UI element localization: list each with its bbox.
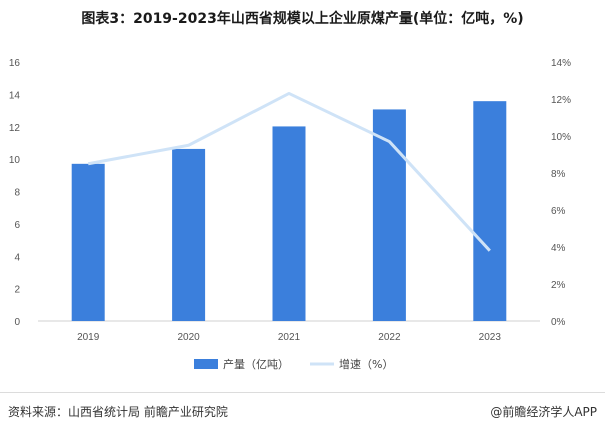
- chart-title: 图表3：2019-2023年山西省规模以上企业原煤产量(单位：亿吨，%): [81, 11, 524, 27]
- x-tick-label: 2021: [278, 332, 301, 343]
- x-tick-label: 2022: [378, 332, 401, 343]
- y-left-tick-label: 2: [14, 285, 20, 296]
- y-right-tick-label: 0%: [551, 317, 566, 328]
- y-right-tick-label: 10%: [551, 132, 571, 143]
- y-left-tick-label: 14: [9, 90, 21, 101]
- x-tick-label: 2023: [479, 332, 502, 343]
- growth-line: [87, 91, 491, 252]
- y-right-tick-label: 6%: [551, 206, 566, 217]
- x-tick-label: 2019: [77, 332, 100, 343]
- y-left-tick-label: 8: [14, 188, 20, 199]
- bar: [172, 148, 206, 321]
- brand-label: @前瞻经济学人APP: [490, 405, 597, 419]
- y-right-tick-label: 14%: [551, 58, 571, 69]
- y-left-tick-label: 4: [14, 252, 20, 263]
- y-left-tick-label: 6: [14, 220, 20, 231]
- y-left-tick-label: 0: [14, 317, 20, 328]
- y-left-tick-label: 10: [9, 155, 21, 166]
- y-right-tick-label: 12%: [551, 95, 571, 106]
- legend-swatch-bar: [194, 359, 218, 369]
- footer: 资料来源：山西省统计局 前瞻产业研究院 @前瞻经济学人APP: [0, 392, 605, 429]
- y-right-tick-label: 2%: [551, 280, 566, 291]
- legend-label: 增速（%）: [339, 357, 393, 371]
- y-right-tick-label: 4%: [551, 243, 566, 254]
- x-tick-label: 2020: [177, 332, 200, 343]
- source-note: 资料来源：山西省统计局 前瞻产业研究院: [8, 405, 228, 419]
- y-left-tick-label: 16: [9, 58, 21, 69]
- y-left-tick-label: 12: [9, 123, 21, 134]
- y-right-tick-label: 8%: [551, 169, 566, 180]
- bar: [372, 109, 406, 321]
- bar: [71, 163, 105, 321]
- legend-label: 产量（亿吨）: [223, 357, 289, 371]
- bar: [272, 126, 306, 322]
- bar: [473, 101, 507, 321]
